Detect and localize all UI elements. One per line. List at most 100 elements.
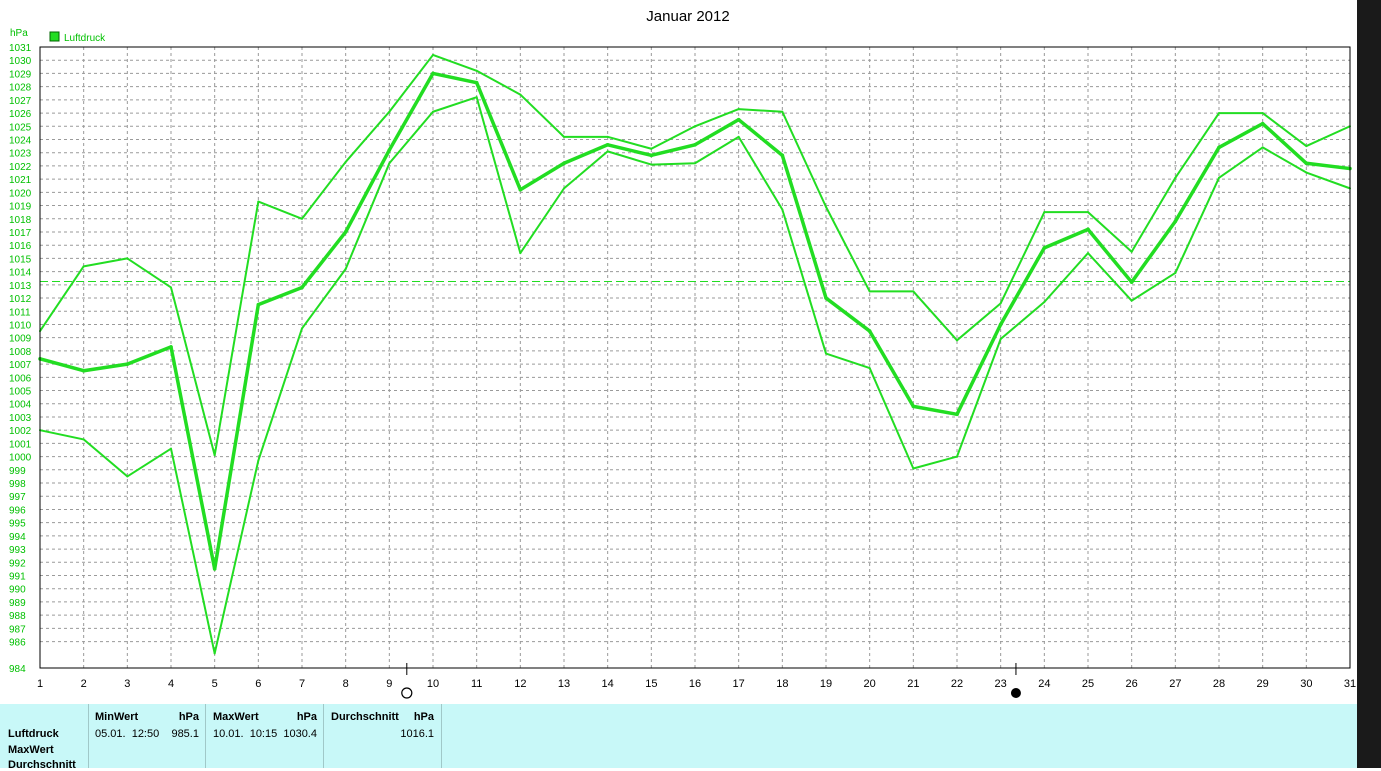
x-tick-label: 9: [386, 678, 392, 690]
data-point-mean: [736, 117, 741, 122]
y-tick-label: 1004: [9, 400, 32, 411]
pressure-chart: Januar 2012 hPa Luftdruck 98498698798898…: [9, 8, 1356, 699]
data-point-mean: [431, 71, 435, 76]
data-point-max: [388, 110, 391, 113]
data-point-mean: [1086, 227, 1090, 232]
data-point-max: [781, 110, 784, 113]
y-tick-label: 992: [9, 558, 26, 569]
data-point-mean: [867, 329, 872, 333]
x-tick-label: 22: [951, 678, 963, 690]
data-point-min: [126, 475, 129, 478]
y-tick-label: 989: [9, 598, 26, 609]
data-point-min: [1305, 171, 1308, 174]
y-tick-label: 1008: [9, 347, 32, 358]
x-tick-label: 19: [820, 678, 832, 690]
data-point-mean: [1173, 219, 1178, 224]
data-point-min: [82, 438, 85, 441]
data-point-mean: [256, 302, 261, 307]
data-point-max: [82, 265, 85, 268]
data-point-mean: [1042, 246, 1047, 250]
y-tick-label: 1012: [9, 294, 32, 305]
minwert-header: MinWert: [95, 711, 139, 723]
x-tick-label: 24: [1038, 678, 1050, 690]
data-point-mean: [562, 161, 566, 166]
data-point-max: [126, 257, 129, 260]
x-tick-label: 25: [1082, 678, 1094, 690]
legend-label: Luftdruck: [64, 33, 106, 44]
minwert-value: 05.01. 12:50 985.1: [95, 728, 199, 740]
data-point-max: [1218, 112, 1220, 115]
y-tick-label: 1017: [9, 228, 32, 239]
x-tick-label: 6: [255, 678, 261, 690]
data-point-mean: [212, 567, 217, 571]
data-point-mean: [474, 80, 479, 85]
data-point-max: [1087, 211, 1089, 214]
durchschnitt-value: 1016.1: [400, 728, 434, 740]
data-point-min: [781, 208, 784, 211]
maxwert-unit: hPa: [296, 711, 317, 723]
data-point-max: [825, 205, 827, 208]
data-point-min: [257, 459, 260, 462]
data-point-max: [213, 454, 216, 457]
y-tick-label: 1021: [9, 175, 32, 186]
data-point-min: [694, 162, 696, 165]
y-tick-label: 1023: [9, 149, 32, 160]
data-point-mean: [387, 148, 392, 152]
x-tick-label: 3: [124, 678, 130, 690]
x-tick-label: 31: [1344, 678, 1356, 690]
data-point-min: [213, 652, 216, 655]
data-point-min: [301, 327, 303, 330]
y-tick-label: 997: [9, 492, 26, 503]
statistics-panel: Luftdruck MaxWert Durchschnitt MinWert h…: [0, 704, 1357, 771]
x-tick-label: 20: [864, 678, 876, 690]
data-point-max: [956, 339, 958, 342]
y-tick-label: 991: [9, 572, 26, 583]
durchschnitt-unit: hPa: [413, 711, 434, 723]
y-tick-label: 990: [9, 585, 26, 596]
data-point-mean: [125, 362, 130, 366]
data-point-max: [912, 290, 915, 293]
data-point-mean: [1129, 280, 1134, 284]
maxwert-value: 10.01. 10:15 1030.4: [213, 728, 317, 740]
data-point-min: [1174, 271, 1177, 274]
y-tick-label: 1027: [9, 96, 32, 107]
y-tick-label: 986: [9, 638, 26, 649]
x-tick-label: 13: [558, 678, 570, 690]
new-moon-icon: [1010, 688, 1021, 698]
data-point-max: [1043, 211, 1046, 214]
x-tick-label: 29: [1257, 678, 1269, 690]
x-tick-label: 2: [81, 678, 87, 690]
y-tick-label: 1022: [9, 162, 32, 173]
y-tick-label: 988: [9, 611, 26, 622]
data-point-min: [563, 187, 565, 190]
grid: [39, 46, 1351, 669]
y-tick-label: 1019: [9, 202, 32, 213]
data-point-mean: [911, 404, 916, 409]
full-moon-icon: [401, 687, 413, 699]
x-tick-label: 5: [212, 678, 218, 690]
y-tick-label: 993: [9, 545, 26, 556]
data-point-mean: [780, 153, 785, 158]
durchschnitt-column: Durchschnitt hPa 1016.1: [323, 704, 442, 768]
y-tick-label: 995: [9, 519, 26, 530]
data-point-max: [650, 147, 653, 150]
x-tick-label: 12: [514, 678, 526, 690]
data-point-min: [1043, 301, 1046, 304]
data-point-min: [868, 367, 871, 370]
data-point-min: [1261, 146, 1264, 149]
window-edge: [1357, 0, 1381, 768]
data-point-mean: [649, 153, 654, 158]
data-point-min: [825, 352, 827, 355]
data-point-max: [170, 286, 172, 289]
data-point-min: [519, 252, 522, 255]
durchschnitt-header: Durchschnitt: [331, 711, 399, 723]
x-tick-label: 1: [37, 678, 43, 690]
data-point-min: [912, 467, 915, 470]
y-tick-label: 1007: [9, 360, 32, 371]
data-point-mean: [1217, 145, 1221, 150]
data-point-min: [650, 163, 653, 166]
data-point-min: [737, 135, 740, 138]
x-tick-label: 21: [907, 678, 919, 690]
data-point-max: [257, 200, 260, 203]
y-tick-label: 1011: [9, 307, 31, 318]
